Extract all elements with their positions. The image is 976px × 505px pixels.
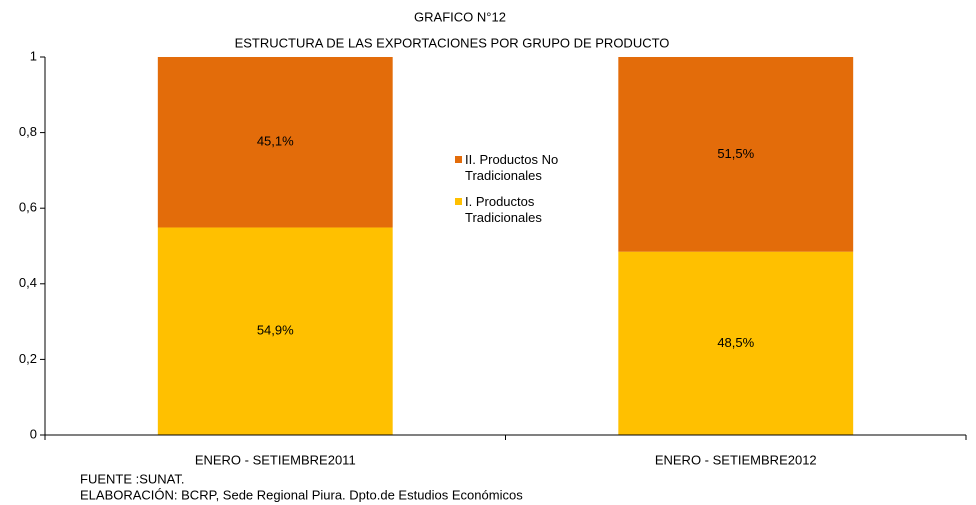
y-tick-label: 1 (30, 48, 37, 63)
y-tick-label: 0,2 (19, 351, 37, 366)
legend-item: I. Productos Tradicionales (455, 194, 585, 226)
chart-subtitle: ESTRUCTURA DE LAS EXPORTACIONES POR GRUP… (235, 35, 670, 50)
bar-segment (157, 227, 393, 435)
data-label: 45,1% (257, 134, 294, 149)
bar-segment (618, 251, 854, 435)
y-tick-label: 0 (30, 426, 37, 441)
source-note: ELABORACIÓN: BCRP, Sede Regional Piura. … (80, 487, 523, 502)
source-note: FUENTE :SUNAT. (80, 471, 185, 486)
legend-label: I. Productos Tradicionales (465, 194, 542, 225)
x-tick-label: ENERO - SETIEMBRE2012 (655, 452, 817, 467)
data-label: 48,5% (717, 335, 754, 350)
chart-title: GRAFICO N°12 (414, 9, 506, 24)
legend-swatch (455, 198, 462, 205)
bar-segment (157, 57, 393, 228)
y-tick-label: 0,4 (19, 275, 37, 290)
legend-swatch (455, 156, 462, 163)
legend-item: II. Productos No Tradicionales (455, 152, 585, 184)
legend: II. Productos No Tradicionales I. Product… (455, 152, 585, 236)
data-label: 51,5% (717, 146, 754, 161)
legend-label: II. Productos No Tradicionales (465, 152, 559, 183)
data-label: 54,9% (257, 323, 294, 338)
x-tick-label: ENERO - SETIEMBRE2011 (195, 452, 356, 467)
y-tick-label: 0,6 (19, 200, 37, 215)
y-tick-label: 0,8 (19, 124, 37, 139)
bar-segment (618, 57, 854, 252)
